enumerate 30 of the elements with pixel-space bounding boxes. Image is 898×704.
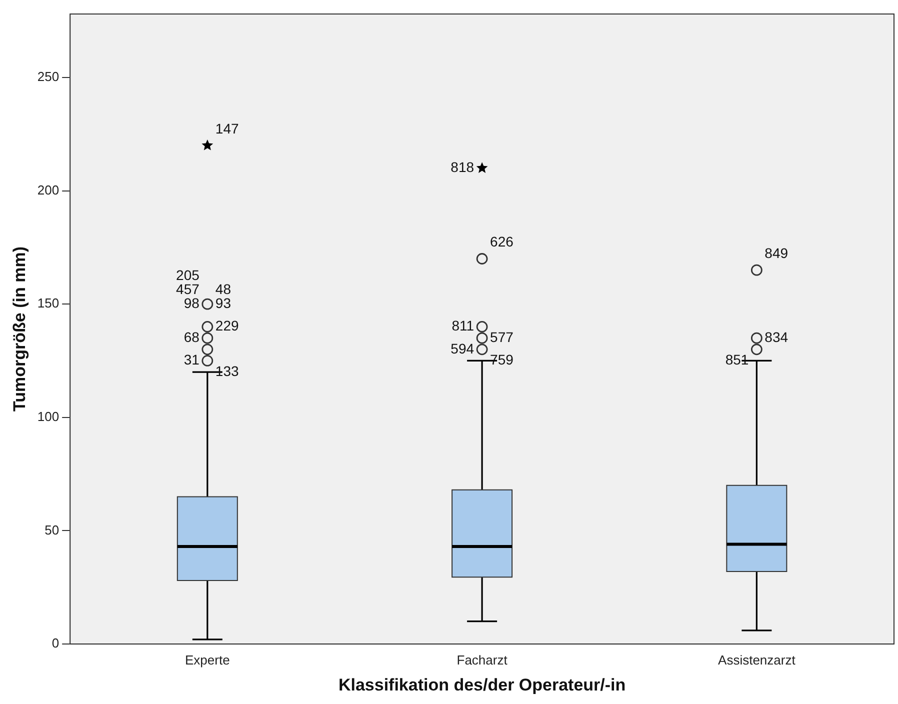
- x-axis-title: Klassifikation des/der Operateur/-in: [338, 675, 626, 694]
- annotation: 98: [184, 294, 200, 311]
- annotation: 594: [450, 340, 474, 356]
- x-tick-label: Assistenzarzt: [718, 652, 796, 668]
- y-tick-label: 0: [52, 636, 60, 651]
- annotation: 68: [184, 328, 200, 345]
- annotation: 48: [215, 280, 232, 297]
- annotation: 851: [725, 352, 749, 368]
- y-axis-title: Tumorgröße (in mm): [10, 246, 29, 412]
- annotation: 759: [490, 352, 514, 368]
- x-tick-label: Facharzt: [456, 652, 508, 668]
- y-tick-label: 150: [37, 296, 60, 311]
- annotation: 849: [764, 244, 788, 261]
- annotation: 577: [490, 328, 514, 345]
- annotation: 205: [176, 266, 200, 283]
- annotation: 818: [450, 158, 474, 175]
- annotation: 147: [215, 120, 239, 136]
- annotation: 133: [215, 362, 239, 379]
- y-tick-label: 100: [37, 408, 60, 424]
- annotation: 626: [490, 234, 514, 250]
- x-tick-label: Experte: [185, 652, 230, 668]
- annotation: 834: [764, 328, 788, 345]
- annotation: 229: [215, 318, 239, 334]
- annotation: 457: [176, 280, 200, 297]
- y-tick-label: 250: [37, 69, 60, 84]
- y-tick-label: 200: [37, 182, 60, 198]
- y-tick-label: 50: [44, 522, 60, 538]
- annotation: 811: [452, 318, 474, 334]
- annotation: 93: [215, 294, 232, 311]
- annotation: 31: [184, 352, 200, 368]
